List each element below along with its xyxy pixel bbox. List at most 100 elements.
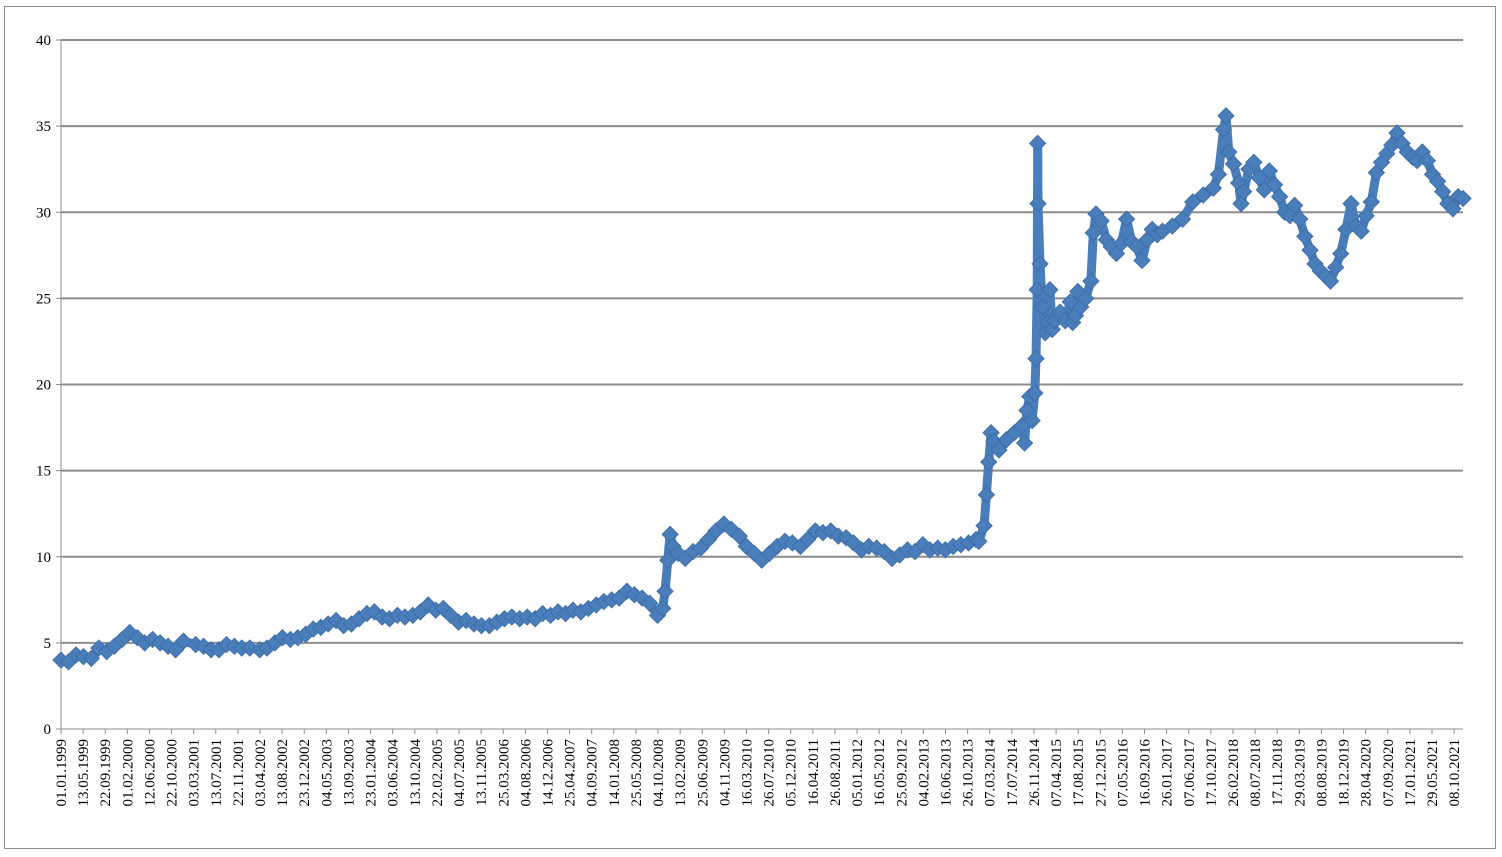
data-point — [174, 632, 193, 650]
x-tick-label: 22.09.1999 — [98, 739, 114, 807]
x-tick-label: 16.09.2016 — [1138, 739, 1154, 807]
data-point — [1217, 107, 1235, 125]
x-tick-label: 17.11.2018 — [1270, 739, 1286, 806]
x-tick-label: 08.10.2021 — [1447, 739, 1463, 807]
data-point — [1260, 162, 1279, 180]
data-point — [654, 599, 672, 618]
x-tick-label: 05.01.2012 — [850, 739, 866, 807]
data-point — [1235, 182, 1253, 201]
data-point — [1029, 194, 1047, 213]
x-tick-label: 13.02.2009 — [673, 739, 689, 807]
data-point — [1285, 196, 1304, 215]
y-tick-label: 0 — [44, 722, 52, 738]
data-point — [1296, 227, 1314, 246]
x-tick-label: 18.12.2019 — [1337, 739, 1353, 807]
y-tick-label: 5 — [44, 636, 52, 652]
y-tick-label: 35 — [36, 119, 51, 135]
data-point — [1028, 281, 1046, 299]
x-tick-label: 28.04.2020 — [1359, 739, 1375, 807]
data-point — [1250, 169, 1268, 187]
data-point — [975, 517, 993, 535]
x-tick-label: 07.05.2016 — [1115, 739, 1131, 807]
data-point — [1184, 193, 1202, 211]
data-point — [1301, 241, 1319, 259]
x-tick-label: 12.06.2000 — [142, 739, 158, 807]
data-point — [1092, 212, 1110, 230]
x-tick-label: 17.01.2021 — [1403, 739, 1419, 807]
data-point — [1224, 155, 1243, 173]
x-tick-label: 04.08.2006 — [518, 739, 534, 807]
data-point — [1214, 120, 1233, 139]
x-tick-label: 22.11.2001 — [231, 739, 247, 806]
x-tick-label: 07.03.2014 — [983, 739, 999, 807]
x-tick-label: 07.09.2020 — [1381, 739, 1397, 807]
x-tick-label: 13.11.2005 — [474, 739, 490, 806]
data-point — [1033, 298, 1052, 316]
data-point — [1041, 281, 1059, 299]
x-tick-label: 01.01.1999 — [54, 739, 70, 807]
x-tick-label: 27.12.2015 — [1093, 739, 1109, 807]
x-tick-label: 01.02.2000 — [120, 739, 136, 807]
data-point — [1023, 411, 1041, 430]
x-tick-label: 26.01.2017 — [1160, 739, 1176, 807]
data-point — [1357, 206, 1375, 225]
x-tick-label: 26.10.2013 — [961, 739, 977, 807]
data-point — [1326, 258, 1345, 277]
data-point — [1321, 272, 1340, 290]
data-point — [977, 486, 996, 504]
x-tick-label: 13.10.2004 — [408, 739, 424, 807]
x-tick-label: 13.09.2003 — [341, 739, 357, 807]
x-tick-label: 04.10.2008 — [651, 739, 667, 807]
data-point — [1082, 272, 1100, 290]
data-point — [1291, 210, 1309, 228]
x-tick-label: 03.06.2004 — [386, 739, 402, 807]
data-point — [1418, 151, 1437, 170]
x-tick-label: 05.12.2010 — [784, 739, 800, 807]
data-point — [970, 532, 988, 550]
data-point — [1027, 349, 1045, 368]
x-tick-label: 26.08.2011 — [828, 739, 844, 806]
data-point — [1077, 289, 1095, 308]
x-tick-label: 26.02.2018 — [1226, 739, 1242, 807]
x-tick-label: 07.04.2015 — [1049, 739, 1065, 807]
data-point — [241, 639, 259, 657]
x-tick-label: 25.03.2006 — [496, 739, 512, 807]
data-point — [82, 649, 101, 668]
data-point — [1232, 194, 1250, 213]
data-point — [1163, 217, 1182, 235]
data-point — [1270, 188, 1289, 206]
data-point — [640, 594, 659, 612]
x-tick-label: 04.05.2003 — [319, 739, 335, 807]
series-line — [56, 111, 1468, 667]
x-tick-label: 25.09.2012 — [894, 739, 910, 807]
data-point — [1133, 251, 1151, 270]
x-tick-label: 17.10.2017 — [1204, 739, 1220, 807]
data-point — [730, 527, 749, 545]
data-point — [990, 441, 1008, 459]
y-tick-label: 25 — [36, 291, 51, 307]
x-tick-label: 08.07.2018 — [1248, 739, 1264, 807]
y-tick-label: 15 — [36, 464, 51, 480]
x-tick-label: 22.10.2000 — [165, 739, 181, 807]
data-point — [1245, 153, 1263, 172]
data-point — [1265, 175, 1284, 194]
data-point — [1028, 134, 1047, 153]
data-point — [1444, 200, 1462, 218]
x-tick-label: 03.03.2001 — [187, 739, 203, 807]
x-tick-label: 23.01.2004 — [364, 739, 380, 807]
x-tick-label: 29.05.2021 — [1425, 739, 1441, 807]
data-point — [980, 453, 998, 471]
data-point — [656, 582, 674, 600]
y-tick-label: 10 — [36, 550, 51, 566]
x-tick-label: 08.08.2019 — [1314, 739, 1330, 807]
x-tick-label: 13.07.2001 — [209, 739, 225, 807]
chart-frame — [4, 6, 1496, 849]
x-tick-label: 16.03.2010 — [740, 739, 756, 807]
data-point — [1209, 165, 1228, 184]
x-tick-label: 25.04.2007 — [563, 739, 579, 807]
data-point — [1173, 210, 1192, 228]
x-tick-label: 04.07.2005 — [452, 739, 468, 807]
x-tick-label: 04.09.2007 — [585, 739, 601, 807]
x-tick-label: 13.05.1999 — [76, 739, 92, 807]
